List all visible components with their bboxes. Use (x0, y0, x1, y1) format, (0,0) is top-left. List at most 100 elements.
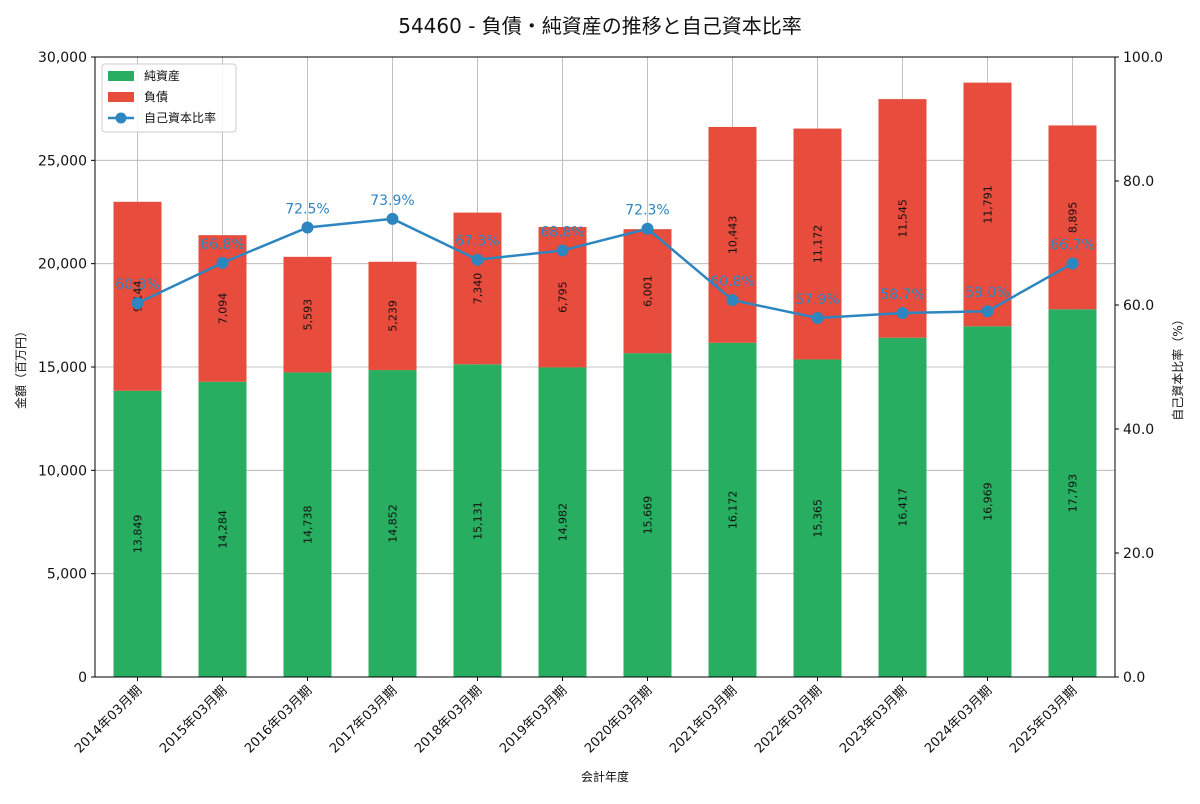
bar-equity (708, 342, 757, 677)
x-tick-label: 2018年03月期 (412, 683, 485, 756)
y-tick-label: 20,000 (38, 257, 87, 273)
bar-equity (283, 372, 332, 677)
x-tick-label: 2025年03月期 (1007, 683, 1080, 756)
ratio-label: 66.7% (1050, 237, 1094, 253)
ratio-label: 72.5% (285, 202, 329, 218)
x-tick-label: 2014年03月期 (72, 683, 145, 756)
bars-group (113, 82, 1097, 677)
ratio-point (216, 256, 229, 269)
bar-label-liabilities: 11,791 (982, 185, 995, 224)
bar-label-liabilities: 7,340 (472, 273, 485, 305)
ratio-line-group: 60.3% 66.8% 72.5% 73.9% 67.3% 68.8% 72.3% 60.8%… (115, 193, 1095, 325)
bar-label-liabilities: 5,239 (387, 300, 400, 332)
bar-equity (113, 390, 162, 677)
bar-equity (1048, 309, 1097, 677)
bar-label-liabilities: 6,795 (557, 281, 570, 313)
bar-liabilities (963, 82, 1012, 327)
ratio-label: 57.9% (795, 292, 839, 308)
y-tick-label: 5,000 (47, 567, 87, 583)
bar-equity (368, 370, 417, 677)
bar-label-equity: 15,131 (472, 501, 485, 540)
ratio-point (386, 212, 399, 225)
bar-equity (793, 359, 842, 677)
y-axis-label: 金額（百万円） (13, 325, 28, 409)
ratio-label: 72.3% (625, 203, 669, 219)
bar-label-liabilities: 7,094 (217, 293, 230, 325)
bar-liabilities (623, 229, 672, 354)
y-axis-right: 0.0 20.0 40.0 60.0 80.0 100.0 (1115, 50, 1163, 686)
y2-tick-label: 40.0 (1123, 422, 1154, 438)
y2-tick-label: 100.0 (1123, 50, 1163, 66)
y2-tick-label: 80.0 (1123, 174, 1154, 190)
ratio-line (136, 217, 1074, 320)
ratio-label: 59.0% (965, 285, 1009, 301)
x-tick-label: 2016年03月期 (242, 683, 315, 756)
bar-equity (963, 326, 1012, 677)
ratio-label: 73.9% (370, 193, 414, 209)
bar-label-liabilities: 8,895 (1067, 202, 1080, 234)
bar-equity (623, 353, 672, 677)
ratio-label: 58.7% (880, 287, 924, 303)
bar-label-equity: 16,172 (727, 491, 740, 530)
bar-label-liabilities: 11,545 (897, 199, 910, 238)
ratio-point (301, 221, 314, 234)
x-tick-label: 2023年03月期 (837, 683, 910, 756)
legend-swatch-equity (108, 71, 134, 81)
bar-label-liabilities: 6,001 (642, 275, 655, 307)
bar-label-equity: 15,669 (642, 496, 655, 535)
x-axis: 2014年03月期 2015年03月期 2016年03月期 2017年03月期 2018… (72, 677, 1080, 757)
bar-label-equity: 14,852 (387, 504, 400, 543)
chart-title: 54460 - 負債・純資産の推移と自己資本比率 (398, 14, 802, 38)
legend-label-equity: 純資産 (144, 68, 180, 83)
bar-label-equity: 15,365 (812, 499, 825, 538)
x-tick-label: 2024年03月期 (922, 683, 995, 756)
y2-tick-label: 0.0 (1123, 670, 1145, 686)
ratio-point (471, 253, 484, 266)
bar-labels-group: 13,8499,14414,2847,09414,7385,59314,8525… (132, 185, 1080, 553)
y-tick-label: 25,000 (38, 153, 87, 169)
ratio-point (641, 222, 654, 235)
ratio-point (811, 312, 824, 325)
bar-label-liabilities: 11,172 (812, 225, 825, 264)
bar-label-liabilities: 10,443 (727, 216, 740, 255)
ratio-point (1066, 257, 1079, 270)
bar-liabilities (1048, 125, 1097, 310)
ratio-label: 60.8% (710, 274, 754, 290)
grid-lines (95, 56, 1115, 678)
y-tick-label: 30,000 (38, 50, 87, 66)
x-tick-label: 2021年03月期 (667, 683, 740, 756)
bar-equity (453, 364, 502, 677)
bar-liabilities (368, 261, 417, 371)
ratio-point (981, 305, 994, 318)
bar-label-liabilities: 5,593 (302, 299, 315, 331)
y-axis-left: 0 5,000 10,000 15,000 20,000 25,000 30,000 (38, 50, 95, 686)
bar-equity (538, 367, 587, 677)
ratio-label: 60.3% (115, 277, 159, 293)
legend-swatch-liabilities (108, 92, 134, 102)
bar-equity (198, 381, 247, 677)
y-tick-label: 10,000 (38, 463, 87, 479)
x-tick-label: 2019年03月期 (497, 683, 570, 756)
bar-label-equity: 13,849 (132, 515, 145, 554)
ratio-point (556, 244, 569, 257)
bar-liabilities (453, 212, 502, 365)
x-tick-label: 2015年03月期 (157, 683, 230, 756)
legend-box (101, 63, 237, 133)
x-tick-label: 2017年03月期 (327, 683, 400, 756)
y-tick-label: 0 (78, 670, 87, 686)
bar-label-equity: 14,982 (557, 503, 570, 542)
ratio-label: 68.8% (540, 224, 584, 240)
legend-marker-ratio (115, 112, 127, 124)
ratio-point (131, 297, 144, 310)
bar-label-equity: 16,969 (982, 482, 995, 521)
y2-tick-label: 60.0 (1123, 298, 1154, 314)
bar-liabilities (878, 99, 927, 338)
bar-label-equity: 14,284 (217, 510, 230, 549)
legend-label-liabilities: 負債 (144, 89, 168, 104)
legend-label-ratio: 自己資本比率 (144, 110, 216, 125)
bar-label-equity: 14,738 (302, 505, 315, 544)
bar-liabilities (283, 256, 332, 373)
